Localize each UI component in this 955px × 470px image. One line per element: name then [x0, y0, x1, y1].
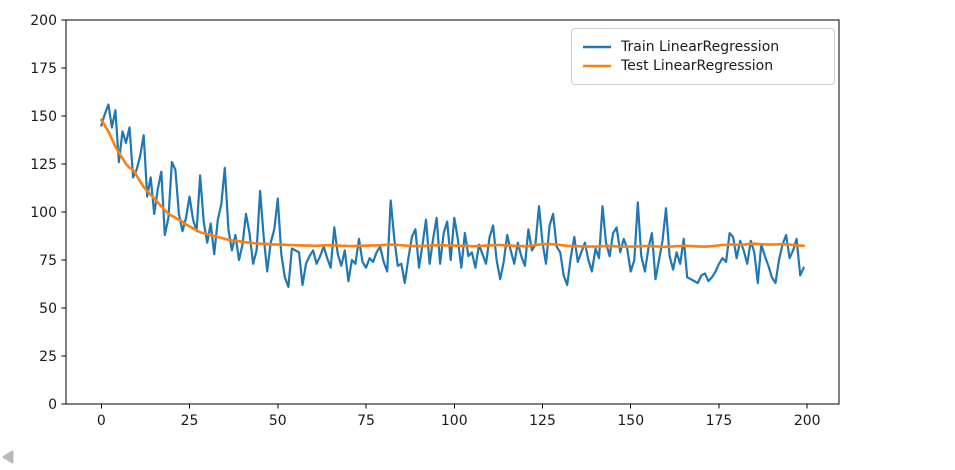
collapse-left-icon[interactable]	[1, 449, 15, 465]
y-tick-label: 100	[30, 205, 57, 221]
x-tick-label: 150	[617, 413, 644, 429]
y-tick-label: 50	[39, 301, 57, 317]
test-line-series	[100, 118, 806, 249]
y-tick-label: 150	[30, 109, 57, 125]
train-line-series	[100, 103, 805, 288]
legend-label-test: Test LinearRegression	[621, 58, 774, 74]
test-line-swatch	[583, 64, 611, 68]
train-line-swatch	[583, 45, 611, 49]
x-tick-label: 125	[529, 413, 556, 429]
y-tick-label: 125	[30, 157, 57, 173]
legend-entry-train: Train LinearRegression	[582, 40, 824, 54]
x-tick-label: 0	[97, 413, 106, 429]
x-tick-label: 25	[181, 413, 199, 429]
y-tick-label: 25	[39, 349, 57, 365]
y-tick-label: 75	[39, 253, 57, 269]
legend: Train LinearRegression Test LinearRegres…	[571, 28, 835, 85]
x-tick-label: 200	[794, 413, 821, 429]
x-tick-label: 75	[357, 413, 375, 429]
y-tick-label: 175	[30, 61, 57, 77]
x-tick-label: 50	[269, 413, 287, 429]
legend-entry-test: Test LinearRegression	[582, 59, 824, 73]
legend-label-train: Train LinearRegression	[621, 39, 780, 55]
y-tick-label: 0	[48, 397, 57, 413]
x-tick-label: 175	[706, 413, 733, 429]
x-tick-label: 100	[441, 413, 468, 429]
y-tick-label: 200	[30, 13, 57, 29]
